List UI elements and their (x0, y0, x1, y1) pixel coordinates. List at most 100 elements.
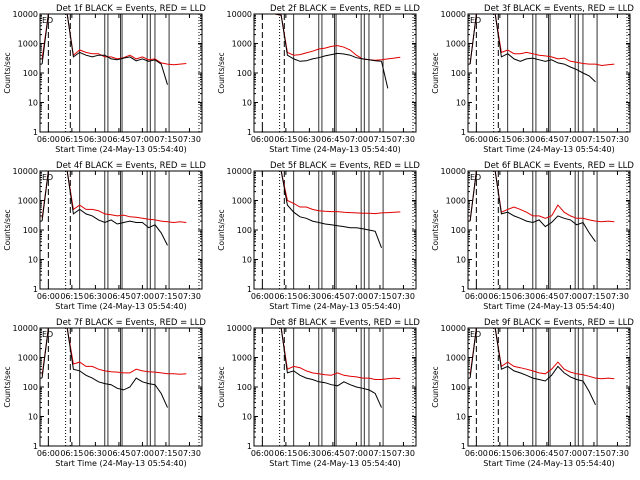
panel-1: Det 1f BLACK = Events, RED = LLD 1 10 100 10… (3, 4, 206, 154)
x-tick-label: 06:00 (37, 292, 60, 301)
panel-8: Det 8f BLACK = Events, RED = LLD 1 10 100 10… (217, 318, 420, 468)
x-tick-label: 06:15 (60, 292, 83, 301)
lld-series-line (469, 13, 615, 67)
y-tick-label: 1000 (18, 354, 38, 363)
y-tick-label: 1000 (232, 197, 252, 206)
lld-series-line (41, 170, 187, 224)
x-tick-label: 07:30 (178, 135, 201, 144)
x-tick-label: 06:00 (465, 449, 488, 458)
y-tick-label: 1 (247, 285, 252, 294)
y-tick-label: 100 (237, 383, 252, 392)
y-tick-label: 10 (28, 413, 38, 422)
x-tick-label: 06:00 (37, 449, 60, 458)
panel-title: Det 9f BLACK = Events, RED = LLD (484, 318, 634, 328)
y-axis-label: Counts/sec (431, 52, 440, 93)
x-tick-label: 06:30 (84, 449, 107, 458)
x-tick-label: 07:00 (131, 292, 154, 301)
panel-title: Det 6f BLACK = Events, RED = LLD (484, 161, 634, 171)
lld-series-line (41, 327, 187, 376)
lld-series-line (274, 13, 401, 61)
events-series-line (41, 327, 168, 408)
x-tick-label: 06:15 (274, 292, 297, 301)
lld-series-line (469, 170, 615, 223)
x-tick-label: 06:00 (251, 292, 274, 301)
x-tick-label: 06:45 (107, 292, 130, 301)
x-tick-label: 07:15 (154, 292, 177, 301)
events-series-line (41, 13, 168, 85)
y-tick-label: 1000 (18, 40, 38, 49)
y-tick-label: 100 (237, 226, 252, 235)
x-tick-label: 07:00 (345, 292, 368, 301)
panel-title: Det 2f BLACK = Events, RED = LLD (270, 4, 420, 14)
y-tick-label: 10000 (13, 10, 38, 19)
x-tick-label: 07:30 (606, 292, 629, 301)
plot-frame (253, 327, 417, 447)
y-axis-label: Counts/sec (431, 366, 440, 407)
y-tick-label: 10 (242, 99, 252, 108)
y-tick-label: 1000 (446, 40, 466, 49)
events-series-line (274, 13, 389, 89)
y-tick-label: 100 (451, 226, 466, 235)
x-tick-label: 07:00 (559, 135, 582, 144)
x-tick-label: 06:30 (512, 135, 535, 144)
y-tick-label: 1 (247, 128, 252, 137)
x-tick-label: 07:00 (131, 135, 154, 144)
y-axis-label: Counts/sec (3, 209, 12, 250)
y-axis-label: Counts/sec (3, 52, 12, 93)
y-tick-label: 10000 (441, 167, 466, 176)
y-tick-label: 10000 (227, 324, 252, 333)
x-tick-label: 07:00 (559, 292, 582, 301)
x-tick-label: 06:30 (512, 449, 535, 458)
x-axis-label: Start Time (24-May-13 05:54:40) (269, 302, 400, 311)
x-axis-label: Start Time (24-May-13 05:54:40) (55, 459, 186, 468)
x-tick-label: 06:00 (37, 135, 60, 144)
x-axis-label: Start Time (24-May-13 05:54:40) (483, 302, 614, 311)
panel-3: Det 3f BLACK = Events, RED = LLD 1 10 100 10… (431, 4, 634, 154)
x-tick-label: 06:15 (60, 135, 83, 144)
x-tick-label: 07:30 (606, 449, 629, 458)
x-tick-label: 06:30 (84, 135, 107, 144)
y-tick-label: 1 (461, 442, 466, 451)
y-tick-label: 1 (33, 285, 38, 294)
y-tick-label: 100 (451, 69, 466, 78)
y-tick-label: 1 (33, 442, 38, 451)
x-axis-label: Start Time (24-May-13 05:54:40) (269, 145, 400, 154)
y-tick-label: 10 (456, 99, 466, 108)
x-tick-label: 06:45 (107, 135, 130, 144)
y-tick-label: 10 (242, 413, 252, 422)
x-tick-label: 06:30 (298, 135, 321, 144)
panel-6: Det 6f BLACK = Events, RED = LLD 1 10 100 10… (431, 161, 634, 311)
plot-frame (253, 170, 417, 290)
y-axis-label: Counts/sec (3, 366, 12, 407)
y-tick-label: 100 (23, 69, 38, 78)
x-tick-label: 07:15 (154, 449, 177, 458)
x-tick-label: 06:30 (298, 292, 321, 301)
y-axis-label: Counts/sec (431, 209, 440, 250)
y-tick-label: 10 (456, 413, 466, 422)
panel-4: Det 4f BLACK = Events, RED = LLD 1 10 100 10… (3, 161, 206, 311)
y-tick-label: 1 (461, 128, 466, 137)
x-tick-label: 07:15 (368, 135, 391, 144)
x-tick-label: 07:15 (368, 292, 391, 301)
x-tick-label: 06:15 (274, 135, 297, 144)
y-tick-label: 10 (242, 256, 252, 265)
lld-series-line (274, 327, 401, 380)
y-axis-label: Counts/sec (217, 52, 226, 93)
y-tick-label: 100 (451, 383, 466, 392)
y-tick-label: 10000 (13, 324, 38, 333)
plot-frame (39, 327, 203, 447)
y-tick-label: 1000 (18, 197, 38, 206)
panel-title: Det 5f BLACK = Events, RED = LLD (270, 161, 420, 171)
x-tick-label: 07:15 (582, 292, 605, 301)
y-tick-label: 10000 (227, 167, 252, 176)
y-tick-label: 100 (23, 383, 38, 392)
x-tick-label: 07:30 (392, 135, 415, 144)
x-tick-label: 06:00 (251, 135, 274, 144)
plot-frame (467, 170, 631, 290)
x-tick-label: 06:45 (107, 449, 130, 458)
events-series-line (274, 327, 382, 408)
y-tick-label: 10 (456, 256, 466, 265)
x-tick-label: 06:15 (488, 292, 511, 301)
plot-frame (39, 13, 203, 133)
